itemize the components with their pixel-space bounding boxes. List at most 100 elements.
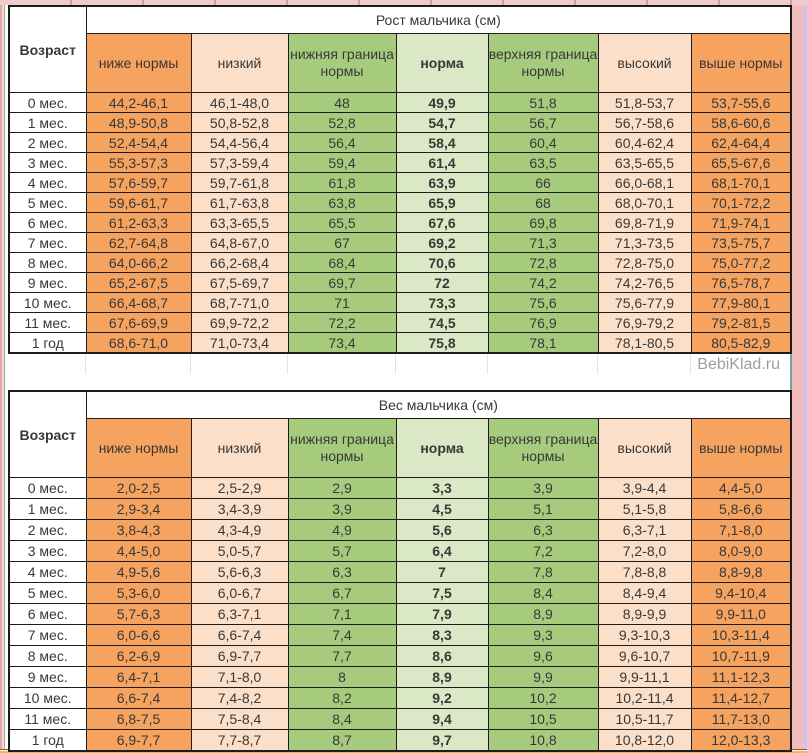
value-cell: 63,8 bbox=[287, 192, 397, 213]
value-cell: 2,9-3,4 bbox=[85, 498, 192, 520]
age-cell: 11 мес. bbox=[8, 708, 87, 730]
age-cell: 7 мес. bbox=[8, 232, 87, 253]
header-row: ниже нормы низкий нижняя граница нормы норм… bbox=[9, 33, 792, 93]
value-cell: 3,9 bbox=[287, 498, 397, 520]
value-cell: 71,9-74,1 bbox=[690, 212, 792, 233]
table-gap: BebiKlad.ru bbox=[8, 354, 790, 390]
value-cell: 10,7-11,9 bbox=[690, 645, 792, 667]
column-header: нижняя граница нормы bbox=[287, 33, 397, 93]
value-cell: 57,6-59,7 bbox=[85, 172, 192, 193]
value-cell: 69,2 bbox=[395, 232, 489, 253]
table-row: 3 мес. 4,4-5,0 5,0-5,7 5,7 6,4 7,2 7,2-8,0 8,0-… bbox=[8, 540, 792, 562]
value-cell: 10,8-12,0 bbox=[597, 729, 692, 752]
value-cell: 10,5 bbox=[487, 708, 599, 730]
value-cell: 8,4-9,4 bbox=[597, 582, 692, 604]
value-cell: 7,5-8,4 bbox=[190, 708, 289, 730]
value-cell: 63,5-65,5 bbox=[597, 152, 692, 173]
table-row: 1 год 6,9-7,7 7,7-8,7 8,7 9,7 10,8 10,8-12,0 12… bbox=[8, 729, 792, 752]
value-cell: 62,4-64,4 bbox=[690, 132, 792, 153]
value-cell: 7,1 bbox=[287, 603, 397, 625]
value-cell: 67,6 bbox=[395, 212, 489, 233]
value-cell: 8,7 bbox=[287, 729, 397, 752]
value-cell: 54,4-56,4 bbox=[190, 132, 289, 153]
table-row: 6 мес. 61,2-63,3 63,3-65,5 65,5 67,6 69,8 69,8… bbox=[8, 212, 792, 233]
value-cell: 70,6 bbox=[395, 252, 489, 273]
title-row: Возраст Рост мальчика (см) bbox=[8, 5, 792, 93]
table-row: 1 год 68,6-71,0 71,0-73,4 73,4 75,8 78,1 78,1-… bbox=[8, 332, 792, 354]
value-cell: 10,8 bbox=[487, 729, 599, 752]
value-cell: 71,3 bbox=[487, 232, 599, 253]
value-cell: 68,7-71,0 bbox=[190, 292, 289, 313]
value-cell: 61,8 bbox=[287, 172, 397, 193]
value-cell: 8,9 bbox=[487, 603, 599, 625]
table-row: 0 мес. 2,0-2,5 2,5-2,9 2,9 3,3 3,9 3,9-4,4 4,4-… bbox=[8, 477, 792, 499]
value-cell: 61,7-63,8 bbox=[190, 192, 289, 213]
value-cell: 12,0-13,3 bbox=[690, 729, 792, 752]
value-cell: 10,5-11,7 bbox=[597, 708, 692, 730]
value-cell: 72,2 bbox=[287, 312, 397, 333]
age-cell: 0 мес. bbox=[8, 477, 87, 499]
value-cell: 9,3-10,3 bbox=[597, 624, 692, 646]
value-cell: 72,8-75,0 bbox=[597, 252, 692, 273]
value-cell: 71 bbox=[287, 292, 397, 313]
column-header: низкий bbox=[190, 418, 289, 478]
table-row: 9 мес. 65,2-67,5 67,5-69,7 69,7 72 74,2 74,2-7… bbox=[8, 272, 792, 293]
value-cell: 9,9 bbox=[487, 666, 599, 688]
value-cell: 5,6 bbox=[395, 519, 489, 541]
value-cell: 66,0-68,1 bbox=[597, 172, 692, 193]
value-cell: 74,2 bbox=[487, 272, 599, 293]
weight-table: Возраст Вес мальчика (см) ниже нормы низк… bbox=[8, 390, 793, 752]
value-cell: 56,7 bbox=[487, 112, 599, 133]
value-cell: 69,8-71,9 bbox=[597, 212, 692, 233]
age-cell: 2 мес. bbox=[8, 132, 87, 153]
value-cell: 75,0-77,2 bbox=[690, 252, 792, 273]
value-cell: 76,9 bbox=[487, 312, 599, 333]
age-cell: 1 год bbox=[8, 332, 87, 354]
value-cell: 77,9-80,1 bbox=[690, 292, 792, 313]
value-cell: 6,7 bbox=[287, 582, 397, 604]
value-cell: 67 bbox=[287, 232, 397, 253]
value-cell: 9,2 bbox=[395, 687, 489, 709]
value-cell: 4,9-5,6 bbox=[85, 561, 192, 583]
column-header: выше нормы bbox=[690, 33, 792, 93]
value-cell: 80,5-82,9 bbox=[690, 332, 792, 354]
column-header: выше нормы bbox=[690, 418, 792, 478]
value-cell: 2,9 bbox=[287, 477, 397, 499]
value-cell: 78,1-80,5 bbox=[597, 332, 692, 354]
value-cell: 58,6-60,6 bbox=[690, 112, 792, 133]
height-table: Возраст Рост мальчика (см) ниже нормы низ… bbox=[8, 5, 793, 354]
value-cell: 65,5-67,6 bbox=[690, 152, 792, 173]
value-cell: 56,4 bbox=[287, 132, 397, 153]
value-cell: 46,1-48,0 bbox=[190, 92, 289, 113]
table-row: 1 мес. 48,9-50,8 50,8-52,8 52,8 54,7 56,7 56,7… bbox=[8, 112, 792, 133]
value-cell: 10,2 bbox=[487, 687, 599, 709]
value-cell: 5,6-6,3 bbox=[190, 561, 289, 583]
value-cell: 66,4-68,7 bbox=[85, 292, 192, 313]
column-header: высокий bbox=[597, 418, 692, 478]
value-cell: 71,0-73,4 bbox=[190, 332, 289, 354]
value-cell: 79,2-81,5 bbox=[690, 312, 792, 333]
table-row: 2 мес. 52,4-54,4 54,4-56,4 56,4 58,4 60,4 60,4… bbox=[8, 132, 792, 153]
value-cell: 3,9 bbox=[487, 477, 599, 499]
value-cell: 68 bbox=[487, 192, 599, 213]
value-cell: 7,1-8,0 bbox=[690, 519, 792, 541]
value-cell: 10,2-11,4 bbox=[597, 687, 692, 709]
value-cell: 3,4-3,9 bbox=[190, 498, 289, 520]
value-cell: 8,0-9,0 bbox=[690, 540, 792, 562]
value-cell: 7 bbox=[395, 561, 489, 583]
age-header: Возраст bbox=[8, 5, 87, 93]
value-cell: 73,5-75,7 bbox=[690, 232, 792, 253]
value-cell: 11,4-12,7 bbox=[690, 687, 792, 709]
value-cell: 63,5 bbox=[487, 152, 599, 173]
value-cell: 65,9 bbox=[395, 192, 489, 213]
value-cell: 63,3-65,5 bbox=[190, 212, 289, 233]
value-cell: 7,9 bbox=[395, 603, 489, 625]
value-cell: 60,4 bbox=[487, 132, 599, 153]
value-cell: 6,6-7,4 bbox=[85, 687, 192, 709]
value-cell: 6,3-7,1 bbox=[597, 519, 692, 541]
value-cell: 44,2-46,1 bbox=[85, 92, 192, 113]
value-cell: 61,4 bbox=[395, 152, 489, 173]
value-cell: 4,9 bbox=[287, 519, 397, 541]
value-cell: 78,1 bbox=[487, 332, 599, 354]
value-cell: 5,3-6,0 bbox=[85, 582, 192, 604]
